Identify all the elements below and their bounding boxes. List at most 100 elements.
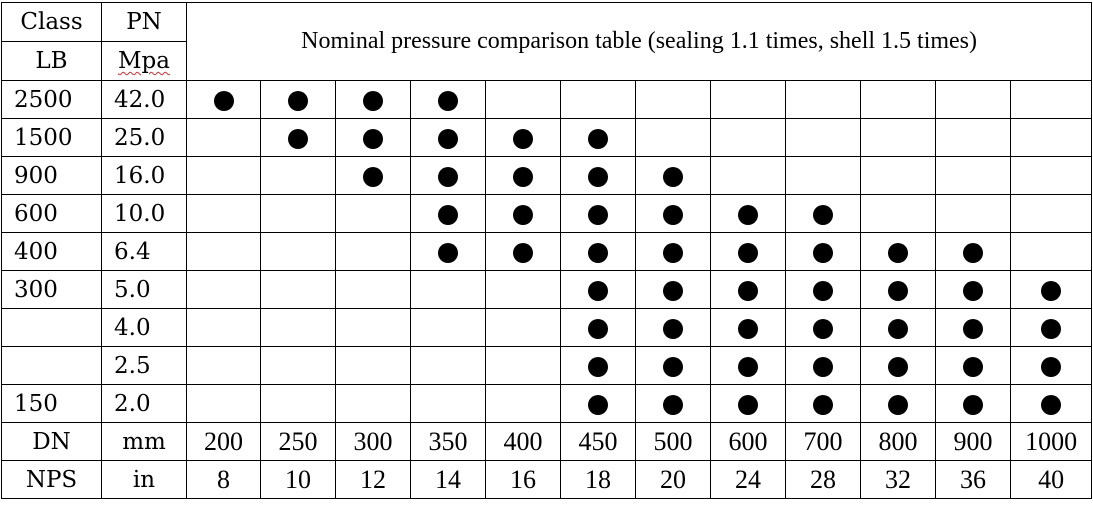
mark-cell <box>635 118 711 157</box>
mark-cell <box>186 384 261 423</box>
filled-circle-icon <box>513 204 533 225</box>
dn-row-value: 900 <box>935 422 1011 461</box>
pn-mpa-cell: 42.0 <box>101 80 187 119</box>
nps-row-value: 36 <box>935 460 1011 499</box>
pn-mpa-cell: 25.0 <box>101 118 187 157</box>
filled-circle-icon <box>663 166 683 187</box>
filled-circle-icon <box>663 394 683 415</box>
mark-cell <box>935 308 1011 347</box>
filled-circle-icon <box>813 356 833 377</box>
filled-circle-icon <box>213 90 234 111</box>
mark-cell <box>710 308 786 347</box>
nps-row-unit: in <box>101 460 187 499</box>
dn-row-value: 600 <box>710 422 786 461</box>
filled-circle-icon <box>588 356 608 377</box>
filled-circle-icon <box>288 128 308 149</box>
mark-cell <box>560 384 636 423</box>
filled-circle-icon <box>738 242 758 263</box>
table-row: 4.0 <box>1 308 1093 347</box>
class-lb-cell: 900 <box>1 156 102 195</box>
dn-row-value: 200 <box>186 422 261 461</box>
table-row: 150 2.0 <box>1 384 1093 423</box>
mark-cell <box>1009 346 1093 385</box>
filled-circle-icon <box>588 166 608 187</box>
mark-cell <box>335 80 411 119</box>
nps-row-value: 8 <box>186 460 261 499</box>
table-row: 600 10.0 <box>1 194 1093 233</box>
mark-cell <box>785 194 861 233</box>
filled-circle-icon <box>888 394 908 415</box>
filled-circle-icon <box>963 394 983 415</box>
filled-circle-icon <box>513 242 533 263</box>
mark-cell <box>260 80 336 119</box>
class-lb-cell <box>1 308 102 347</box>
mark-cell <box>785 232 861 271</box>
mark-cell <box>710 156 786 195</box>
mark-cell <box>260 270 336 309</box>
mark-cell <box>260 118 336 157</box>
mark-cell <box>485 308 561 347</box>
mark-cell <box>410 194 486 233</box>
mark-cell <box>935 346 1011 385</box>
mark-cell <box>335 194 411 233</box>
filled-circle-icon <box>588 318 608 339</box>
filled-circle-icon <box>513 166 533 187</box>
mark-cell <box>635 346 711 385</box>
mark-cell <box>485 80 561 119</box>
dn-row-value: 500 <box>635 422 711 461</box>
filled-circle-icon <box>813 318 833 339</box>
filled-circle-icon <box>963 242 983 263</box>
mark-cell <box>410 308 486 347</box>
mark-cell <box>860 194 936 233</box>
filled-circle-icon <box>438 166 458 187</box>
nps-row-value: 18 <box>560 460 636 499</box>
mark-cell <box>186 346 261 385</box>
mark-cell <box>935 194 1011 233</box>
class-lb-cell: 2500 <box>1 80 102 119</box>
mark-cell <box>485 384 561 423</box>
mark-cell <box>186 270 261 309</box>
mark-cell <box>410 346 486 385</box>
class-lb-cell: 300 <box>1 270 102 309</box>
mark-cell <box>1009 156 1093 195</box>
mark-cell <box>1009 270 1093 309</box>
mark-cell <box>785 384 861 423</box>
mark-cell <box>410 118 486 157</box>
filled-circle-icon <box>363 128 383 149</box>
mark-cell <box>935 80 1011 119</box>
mark-cell <box>710 384 786 423</box>
mark-cell <box>710 80 786 119</box>
mark-cell <box>860 346 936 385</box>
mark-cell <box>485 194 561 233</box>
nps-row-value: 32 <box>860 460 936 499</box>
filled-circle-icon <box>438 128 458 149</box>
filled-circle-icon <box>1041 394 1062 415</box>
mark-cell <box>635 232 711 271</box>
mark-cell <box>560 80 636 119</box>
mark-cell <box>260 384 336 423</box>
mark-cell <box>860 118 936 157</box>
dn-row-value: 400 <box>485 422 561 461</box>
mark-cell <box>335 308 411 347</box>
class-header: Class <box>1 2 102 42</box>
mark-cell <box>785 308 861 347</box>
mark-cell <box>560 346 636 385</box>
table-row: 2.5 <box>1 346 1093 385</box>
mark-cell <box>485 156 561 195</box>
filled-circle-icon <box>888 242 908 263</box>
class-lb-cell: 600 <box>1 194 102 233</box>
nps-row-value: 16 <box>485 460 561 499</box>
filled-circle-icon <box>288 90 308 111</box>
filled-circle-icon <box>363 90 383 111</box>
dn-row-value: 250 <box>260 422 336 461</box>
dn-row-value: 350 <box>410 422 486 461</box>
dn-row-value: 700 <box>785 422 861 461</box>
mark-cell <box>335 118 411 157</box>
mark-cell <box>186 156 261 195</box>
nps-row: NPS in 8 10 12 14 16 18 20 24 28 32 36 40 <box>1 460 1093 499</box>
mpa-header: Mpa <box>101 41 187 81</box>
mark-cell <box>1009 232 1093 271</box>
mark-cell <box>1009 384 1093 423</box>
dn-row-value: 450 <box>560 422 636 461</box>
